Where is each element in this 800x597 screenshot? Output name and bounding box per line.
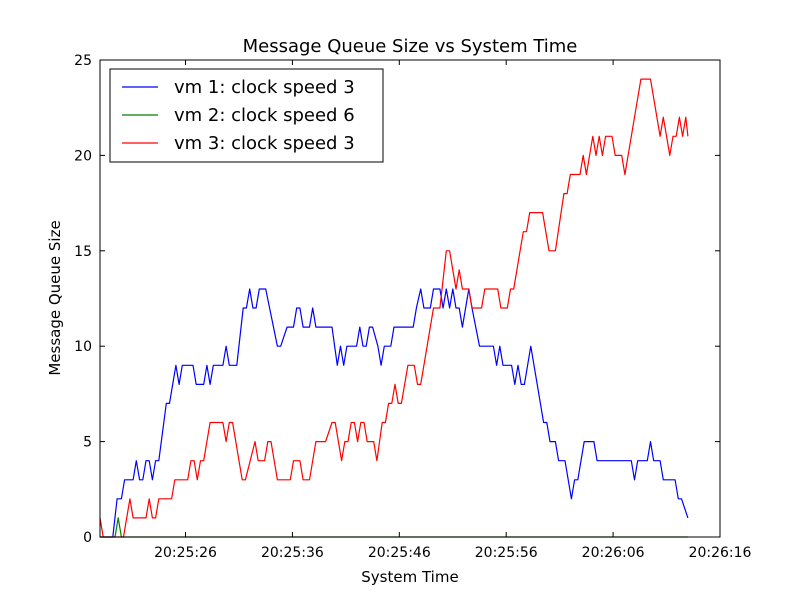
- y-tick-label: 10: [74, 339, 92, 355]
- axis-ticks: 0 5 10 15 20 25 20:25:26 20:25:36 20:25:46 20:25:…: [74, 53, 751, 561]
- x-axis-label: System Time: [361, 568, 458, 586]
- y-tick-label: 25: [74, 53, 92, 69]
- y-tick-label: 5: [83, 435, 92, 451]
- y-tick-label: 15: [74, 244, 92, 260]
- x-tick-label: 20:25:46: [368, 545, 431, 561]
- chart-title: Message Queue Size vs System Time: [243, 36, 578, 57]
- legend-entry-3: vm 3: clock speed 3: [174, 133, 355, 154]
- x-tick-label: 20:25:56: [475, 545, 538, 561]
- series-line-1: [100, 288, 689, 538]
- legend-entry-1: vm 1: clock speed 3: [174, 77, 355, 98]
- legend: vm 1: clock speed 3 vm 2: clock speed 6 vm…: [109, 68, 384, 163]
- y-tick-label: 20: [74, 148, 92, 164]
- x-tick-label: 20:26:16: [689, 545, 752, 561]
- x-tick-label: 20:25:36: [261, 545, 324, 561]
- y-tick-label: 0: [83, 530, 92, 546]
- x-tick-label: 20:25:26: [154, 545, 217, 561]
- series-line-3: [99, 78, 689, 538]
- y-axis-label: Message Queue Size: [46, 220, 64, 375]
- x-tick-label: 20:26:06: [582, 545, 645, 561]
- legend-entry-2: vm 2: clock speed 6: [174, 105, 355, 126]
- plot-frame: [99, 59, 721, 538]
